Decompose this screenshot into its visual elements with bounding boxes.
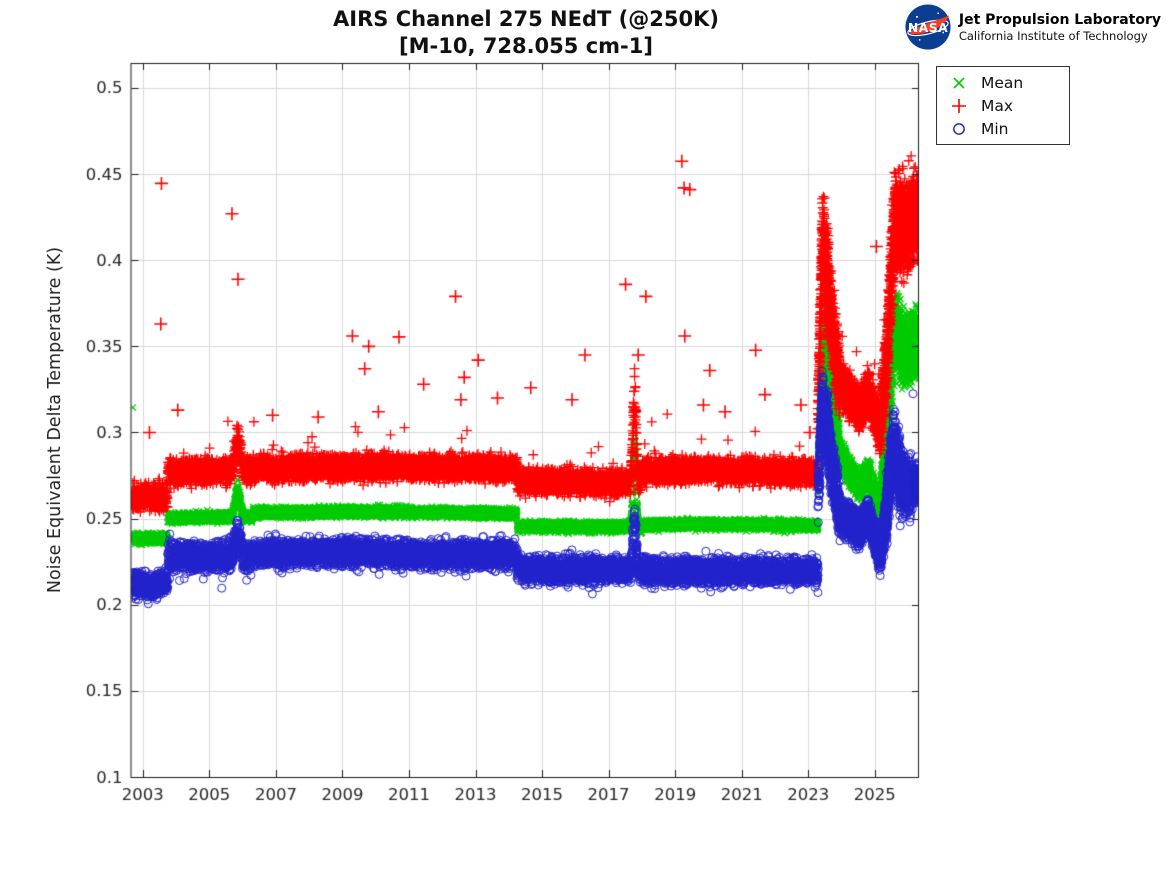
chart-title: AIRS Channel 275 NEdT (@250K) (333, 7, 719, 31)
mean-x-marker-icon (937, 74, 981, 92)
y-axis-label: Noise Equivalent Delta Temperature (K) (45, 246, 65, 594)
chart-title-block: AIRS Channel 275 NEdT (@250K) [M-10, 728… (132, 5, 920, 60)
legend-label-mean: Mean (981, 73, 1024, 92)
min-circle-marker-icon (937, 120, 981, 138)
caltech-name: California Institute of Technology (958, 28, 1148, 43)
legend-item-min: Min (937, 117, 1069, 140)
legend-item-max: Max (937, 94, 1069, 117)
nasa-insignia-text: NASA (908, 20, 948, 35)
chart-subtitle: [M-10, 728.055 cm-1] (399, 34, 653, 58)
legend-label-min: Min (981, 119, 1009, 138)
legend-label-max: Max (981, 96, 1014, 115)
legend: Mean Max Min (936, 66, 1070, 145)
nasa-insignia-icon: NASA (905, 4, 951, 50)
jpl-name: Jet Propulsion Laboratory (958, 11, 1161, 28)
jpl-text-block: Jet Propulsion Laboratory California Ins… (959, 12, 1161, 43)
max-plus-marker-icon (937, 97, 981, 115)
jpl-branding: NASA Jet Propulsion Laboratory Californi… (905, 4, 1161, 50)
legend-item-mean: Mean (937, 71, 1069, 94)
